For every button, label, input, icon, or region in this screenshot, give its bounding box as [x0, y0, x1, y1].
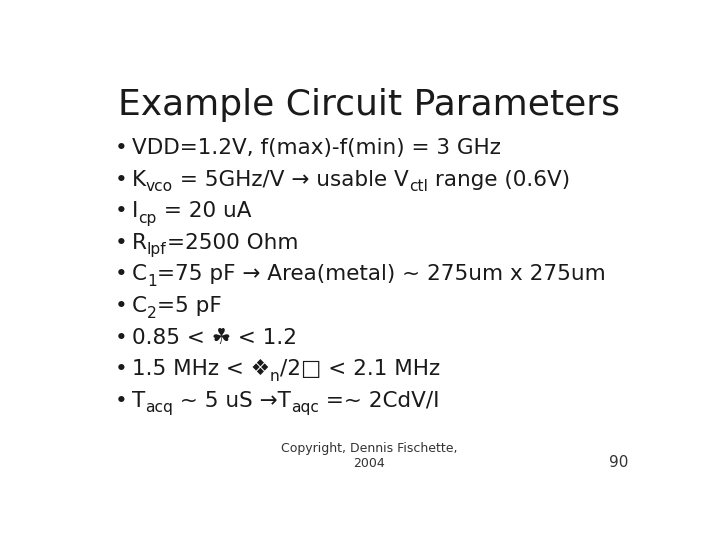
Text: •: •	[114, 138, 127, 158]
Text: C: C	[132, 265, 147, 285]
Text: aqc: aqc	[291, 400, 319, 415]
Text: 90: 90	[609, 455, 629, 470]
Text: lpf: lpf	[147, 242, 166, 258]
Text: ~ 5 uS →T: ~ 5 uS →T	[173, 391, 291, 411]
Text: •: •	[114, 170, 127, 190]
Text: •: •	[114, 391, 127, 411]
Text: I: I	[132, 201, 138, 221]
Text: C: C	[132, 296, 147, 316]
Text: = 20 uA: = 20 uA	[157, 201, 251, 221]
Text: 1.5 MHz < ❖: 1.5 MHz < ❖	[132, 359, 270, 379]
Text: n: n	[270, 369, 280, 384]
Text: K: K	[132, 170, 146, 190]
Text: cp: cp	[138, 211, 157, 226]
Text: •: •	[114, 265, 127, 285]
Text: =5 pF: =5 pF	[157, 296, 221, 316]
Text: VDD=1.2V, f(max)-f(min) = 3 GHz: VDD=1.2V, f(max)-f(min) = 3 GHz	[132, 138, 500, 158]
Text: =75 pF → Area(metal) ~ 275um x 275um: =75 pF → Area(metal) ~ 275um x 275um	[157, 265, 606, 285]
Text: 2: 2	[147, 306, 157, 321]
Text: Copyright, Dennis Fischette,
2004: Copyright, Dennis Fischette, 2004	[281, 442, 457, 470]
Text: Example Circuit Parameters: Example Circuit Parameters	[118, 87, 620, 122]
Text: R: R	[132, 233, 147, 253]
Text: 0.85 < ☘ < 1.2: 0.85 < ☘ < 1.2	[132, 328, 297, 348]
Text: •: •	[114, 328, 127, 348]
Text: = 5GHz/V → usable V: = 5GHz/V → usable V	[173, 170, 409, 190]
Text: vco: vco	[146, 179, 173, 194]
Text: ctl: ctl	[409, 179, 428, 194]
Text: 1: 1	[147, 274, 157, 289]
Text: =~ 2CdV/I: =~ 2CdV/I	[319, 391, 439, 411]
Text: •: •	[114, 359, 127, 379]
Text: =2500 Ohm: =2500 Ohm	[166, 233, 298, 253]
Text: •: •	[114, 233, 127, 253]
Text: •: •	[114, 201, 127, 221]
Text: range (0.6V): range (0.6V)	[428, 170, 570, 190]
Text: /2□ < 2.1 MHz: /2□ < 2.1 MHz	[280, 359, 440, 379]
Text: T: T	[132, 391, 145, 411]
Text: acq: acq	[145, 400, 173, 415]
Text: •: •	[114, 296, 127, 316]
